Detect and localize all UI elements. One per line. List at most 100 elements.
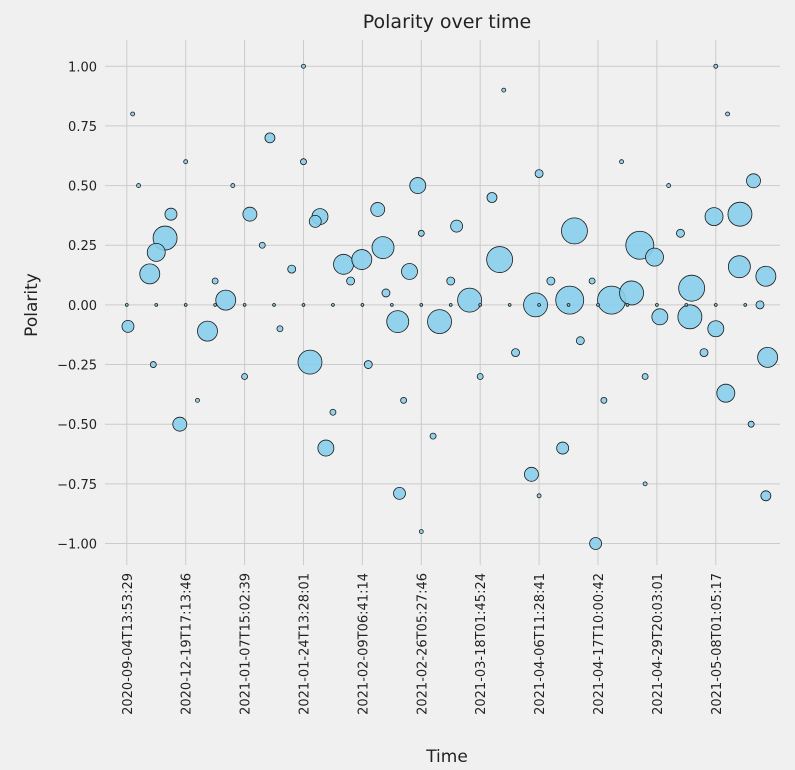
x-tick-label: 2021-01-24T13:28:01 — [297, 573, 312, 715]
point — [297, 349, 323, 375]
point — [536, 493, 542, 499]
point — [409, 177, 427, 194]
point — [676, 228, 685, 238]
point — [333, 253, 354, 275]
point — [272, 303, 276, 307]
point — [725, 111, 730, 117]
x-tick-label: 2021-04-17T10:00:42 — [592, 573, 607, 715]
point — [287, 264, 297, 274]
point — [139, 263, 161, 285]
point — [331, 303, 335, 307]
point — [360, 303, 365, 307]
point — [418, 529, 424, 534]
point — [511, 348, 520, 358]
y-tick-label: −0.25 — [57, 359, 97, 374]
point — [704, 207, 724, 226]
point — [755, 265, 777, 287]
x-tick-label: 2021-03-18T01:45:24 — [474, 573, 489, 715]
point — [666, 183, 672, 188]
point — [699, 348, 709, 358]
point — [743, 303, 748, 307]
point — [760, 490, 772, 502]
point — [575, 336, 585, 346]
chart-title: Polarity over time — [363, 11, 532, 33]
point — [301, 303, 306, 307]
point — [507, 303, 512, 307]
point — [276, 325, 284, 333]
x-tick-label: 2021-01-07T15:02:39 — [239, 573, 254, 715]
point — [684, 303, 689, 307]
point — [363, 360, 373, 369]
point — [183, 159, 189, 165]
point — [370, 202, 386, 217]
point — [625, 303, 630, 307]
point — [457, 287, 482, 313]
point — [381, 288, 391, 298]
point — [546, 276, 556, 286]
point — [386, 310, 410, 333]
point — [329, 408, 337, 416]
point — [476, 373, 484, 380]
point — [172, 416, 188, 432]
point — [746, 173, 761, 189]
point — [197, 320, 218, 342]
point — [556, 441, 570, 455]
point — [446, 276, 456, 286]
point — [400, 396, 408, 404]
point — [707, 320, 725, 338]
point — [213, 303, 217, 307]
point — [230, 183, 236, 188]
point — [242, 303, 247, 307]
point — [146, 242, 166, 262]
point — [301, 63, 306, 69]
point — [154, 303, 159, 307]
x-tick-label: 2021-04-29T20:03:01 — [651, 573, 666, 715]
y-tick-label: 0.50 — [68, 180, 97, 195]
point — [655, 303, 659, 307]
point — [589, 537, 603, 550]
point — [478, 303, 483, 307]
point — [450, 219, 464, 233]
points — [121, 63, 779, 550]
point — [317, 439, 335, 457]
point — [600, 396, 608, 404]
point — [757, 346, 779, 368]
point — [346, 276, 356, 286]
point — [215, 289, 237, 311]
y-tick-label: 0.00 — [68, 299, 97, 314]
point — [645, 247, 664, 267]
y-tick-label: −0.50 — [57, 418, 97, 433]
point — [183, 303, 188, 307]
point — [351, 249, 373, 270]
point — [537, 303, 541, 307]
point — [677, 304, 703, 330]
point — [524, 466, 539, 482]
point — [713, 63, 719, 69]
x-tick-label: 2020-09-04T13:53:29 — [121, 573, 136, 715]
point — [417, 229, 425, 237]
point — [641, 373, 649, 380]
y-tick-label: 0.75 — [68, 120, 97, 135]
point — [136, 183, 141, 188]
point — [486, 192, 498, 203]
point — [561, 217, 588, 245]
y-tick-label: 0.25 — [68, 239, 97, 254]
point — [555, 285, 585, 315]
point — [534, 169, 544, 179]
point — [242, 206, 258, 222]
y-axis-label: Polarity — [22, 273, 42, 337]
point — [264, 132, 276, 144]
point — [429, 432, 437, 440]
point — [149, 361, 157, 368]
point — [124, 303, 129, 307]
x-tick-label: 2021-04-06T11:28:41 — [533, 573, 548, 715]
point — [130, 111, 136, 117]
point — [678, 274, 706, 302]
point — [619, 159, 624, 165]
point — [401, 263, 418, 280]
point — [596, 303, 600, 307]
point — [211, 277, 219, 285]
x-tick-label: 2021-02-09T06:41:14 — [356, 573, 371, 715]
